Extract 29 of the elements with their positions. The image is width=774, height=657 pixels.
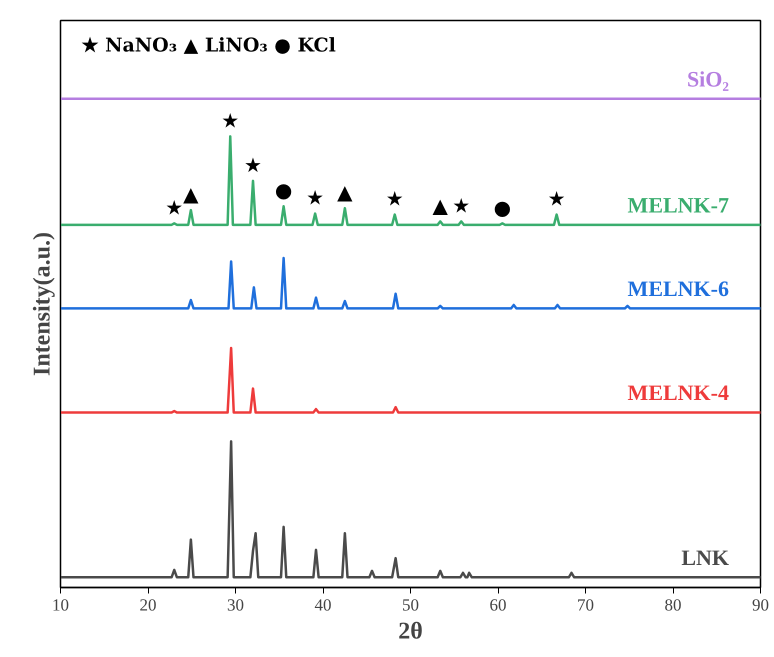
x-tick-label: 30: [227, 596, 244, 614]
y-axis-title: Intensity(a.u.): [30, 232, 56, 376]
series-label: MELNK-6: [628, 276, 730, 302]
x-tick-label: 40: [314, 596, 332, 614]
annotation: ●: [274, 178, 292, 202]
annotation: ★: [165, 195, 184, 220]
x-tick-label: 50: [402, 596, 419, 614]
annotation: ★: [244, 152, 262, 177]
annotation: ★: [452, 193, 470, 218]
x-tick-label: 10: [52, 596, 69, 614]
series-label: LNK: [681, 544, 730, 570]
series-label: MELNK-7: [628, 192, 730, 218]
annotation: ★: [386, 186, 404, 211]
annotation: ▲: [183, 182, 200, 206]
x-axis-title: 2θ: [398, 618, 423, 644]
series-label: SiO₂: [686, 66, 730, 92]
annotation: ★: [221, 108, 240, 132]
series-label: MELNK-4: [628, 380, 730, 406]
x-tick-label: 60: [490, 596, 506, 614]
x-tick-label: 70: [577, 596, 594, 614]
x-tick-label: 20: [140, 596, 156, 614]
text: ★ NaNO₃ ▲ LiNO₃ ● KCl: [82, 34, 336, 57]
annotation: ●: [494, 195, 512, 220]
x-tick-label: 90: [752, 596, 769, 614]
annotation: ★: [548, 186, 566, 211]
annotation: ▲: [337, 180, 354, 204]
x-tick-label: 80: [664, 596, 682, 614]
annotation: ▲: [432, 193, 449, 218]
annotation: ★: [306, 186, 324, 210]
